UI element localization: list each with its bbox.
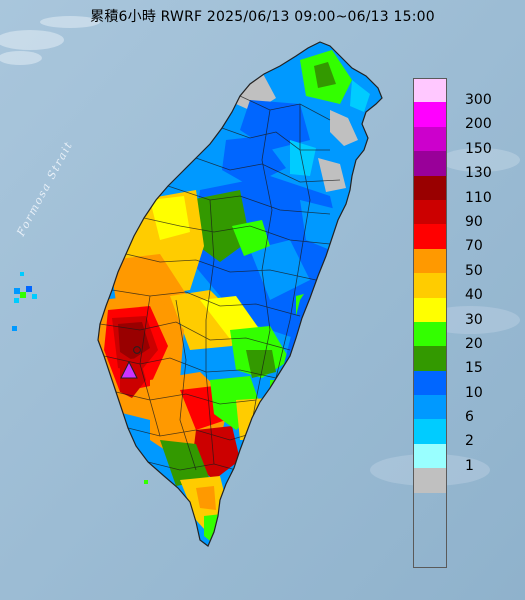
legend-swatch: [413, 346, 447, 371]
legend-label: 15: [465, 360, 483, 377]
legend-label: 20: [465, 335, 483, 352]
legend-label: 50: [465, 262, 483, 279]
legend-row: 300: [413, 78, 511, 108]
legend-row: 130: [413, 151, 511, 181]
legend-swatch: [413, 102, 447, 127]
map-title: 累積6小時 RWRF 2025/06/13 09:00~06/13 15:00: [90, 9, 435, 25]
legend-label: 40: [465, 287, 483, 304]
legend-row: 150: [413, 126, 511, 157]
legend-label: 150: [465, 140, 492, 157]
legend-label: 200: [465, 116, 492, 133]
max-rainfall-marker: [120, 346, 141, 379]
penghu-islands-rain: [12, 272, 37, 331]
legend-label: 110: [465, 189, 492, 206]
legend-label: 1: [465, 457, 474, 474]
legend-swatch: [413, 199, 447, 225]
legend-label: 10: [465, 384, 483, 401]
legend-swatch: [413, 78, 447, 103]
legend-swatch: [413, 419, 447, 444]
legend-row: 15: [413, 346, 511, 376]
legend-row: 40: [413, 273, 511, 303]
legend-swatch: [413, 468, 447, 493]
legend-label: 90: [465, 213, 483, 230]
admin-boundaries: [99, 95, 341, 471]
legend-swatch: [413, 126, 447, 152]
legend-row: 10: [413, 370, 511, 401]
legend-swatch: [413, 297, 447, 322]
legend-swatch: [413, 395, 447, 420]
legend-label: 2: [465, 433, 474, 450]
rainfall-legend: 300 200 150 130 110 90 70 50 40 30 20 15 10 6 2 1: [413, 78, 511, 493]
legend-swatch: [413, 273, 447, 298]
legend-label: 6: [465, 409, 474, 426]
legend-row: 110: [413, 175, 511, 206]
legend-row: 50: [413, 248, 511, 279]
legend-row: 70: [413, 224, 511, 254]
legend-label: 70: [465, 238, 483, 255]
legend-label: 130: [465, 165, 492, 182]
legend-swatch: [413, 248, 447, 274]
legend-label: 300: [465, 92, 492, 108]
legend-row: 200: [413, 102, 511, 132]
legend-label: 30: [465, 311, 483, 328]
legend-row: 20: [413, 321, 511, 352]
legend-row: 30: [413, 297, 511, 328]
legend-row: [413, 468, 511, 493]
legend-row: 6: [413, 395, 511, 425]
offshore-rain-speck: [144, 480, 148, 484]
legend-swatch: [413, 224, 447, 249]
legend-row: 2: [413, 419, 511, 449]
legend-swatch: [413, 151, 447, 176]
legend-swatch: [413, 443, 447, 469]
legend-row: 90: [413, 199, 511, 230]
legend-row: 1: [413, 443, 511, 474]
legend-swatch: [413, 175, 447, 200]
legend-swatch: [413, 321, 447, 347]
legend-swatch: [413, 370, 447, 396]
